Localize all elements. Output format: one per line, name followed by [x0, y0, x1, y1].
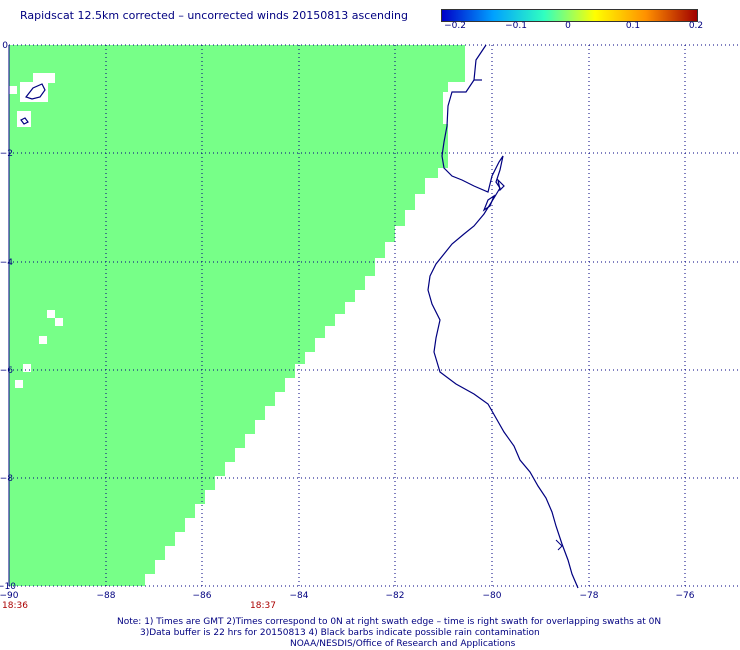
- x-tick-label: −80: [483, 591, 502, 601]
- coastline: [497, 178, 505, 192]
- colorbar: [441, 9, 698, 22]
- island-outline: [25, 83, 46, 100]
- colorbar-label: 0.1: [625, 21, 641, 31]
- colorbar-label: 0.2: [688, 21, 704, 31]
- coastline: [555, 539, 563, 551]
- x-tick-label: −84: [290, 591, 309, 601]
- map-title: Rapidscat 12.5km corrected – uncorrected…: [20, 9, 409, 22]
- y-tick-label: 0: [2, 41, 8, 51]
- footnote-line: Note: 1) Times are GMT 2)Times correspon…: [117, 617, 662, 627]
- swath-area: [9, 45, 465, 586]
- x-tick-label: −78: [580, 591, 599, 601]
- x-tick-label: −86: [193, 591, 212, 601]
- x-tick-label: −88: [97, 591, 116, 601]
- y-tick-label: −4: [0, 258, 13, 268]
- coastline: [482, 194, 496, 212]
- x-tick-label: −76: [676, 591, 695, 601]
- y-tick-label: −6: [0, 366, 13, 376]
- data-gaps: [9, 73, 451, 388]
- colorbar-label: −0.1: [505, 21, 527, 31]
- x-tick-label: −82: [386, 591, 405, 601]
- coastline: [427, 44, 579, 589]
- colorbar-label: −0.2: [444, 21, 466, 31]
- footnote-line: 3)Data buffer is 22 hrs for 20150813 4) …: [140, 628, 540, 638]
- time-label: 18:36: [2, 601, 28, 611]
- footnote-credit: NOAA/NESDIS/Office of Research and Appli…: [290, 639, 516, 649]
- island-outline: [20, 117, 29, 125]
- y-tick-label: −8: [0, 474, 13, 484]
- y-tick-label: −10: [0, 582, 16, 592]
- x-tick-label: −90: [0, 591, 19, 601]
- colorbar-label: 0: [565, 21, 571, 31]
- y-tick-label: −2: [0, 149, 13, 159]
- time-label: 18:37: [250, 601, 276, 611]
